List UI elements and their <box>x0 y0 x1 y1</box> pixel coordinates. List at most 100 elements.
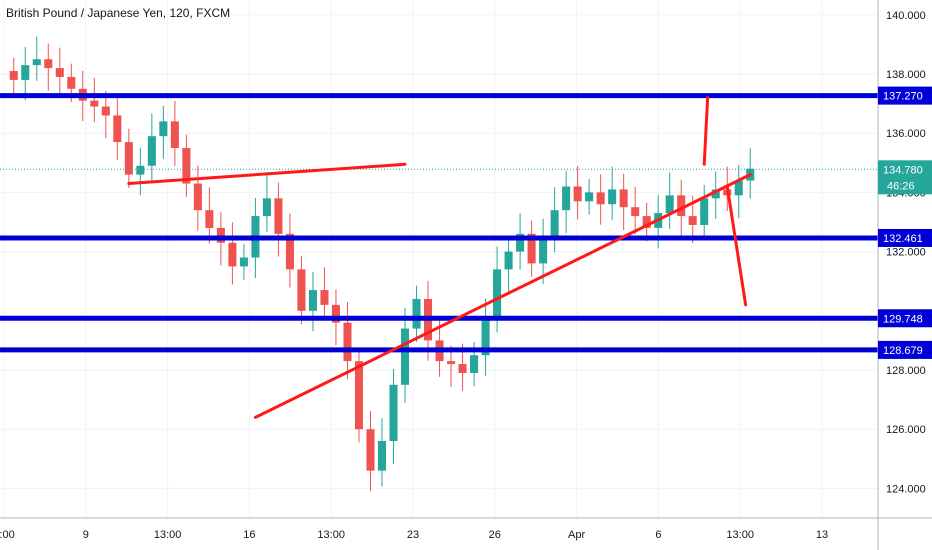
trendlines <box>127 96 752 419</box>
candle-body <box>550 210 559 237</box>
y-tick-label: 136.000 <box>886 128 926 140</box>
trendline <box>127 162 407 186</box>
candle-body <box>216 227 225 243</box>
candle-body <box>688 216 697 225</box>
level-price-label: 132.461 <box>883 233 923 245</box>
level-price-label: 128.679 <box>883 345 923 357</box>
x-tick-label: 0:00 <box>0 529 15 541</box>
candle-body <box>608 189 617 205</box>
candle-body <box>159 121 168 137</box>
candle-body <box>527 233 536 264</box>
candle-body <box>136 165 145 175</box>
candle-body <box>711 189 720 199</box>
candle-body <box>205 210 214 228</box>
x-tick-label: 13 <box>816 529 828 541</box>
time-axis[interactable]: 0:00 9 13:00 16 13:00 23 26 Apr 6 13:00 13 <box>0 529 828 541</box>
candle-body <box>343 322 352 362</box>
bar-countdown-label: 46:26 <box>887 180 915 192</box>
last-price-badge <box>878 160 932 195</box>
candle-body <box>113 115 122 143</box>
x-tick-label: 13:00 <box>726 529 754 541</box>
candle-body <box>734 180 743 196</box>
candle-body <box>389 384 398 442</box>
y-tick-label: 138.000 <box>886 69 926 81</box>
x-tick-label: 26 <box>489 529 501 541</box>
candle-body <box>274 198 283 234</box>
level-price-badge <box>878 340 932 359</box>
candle-body <box>366 429 375 471</box>
y-tick-label: 128.000 <box>886 365 926 377</box>
candle-body <box>619 189 628 208</box>
candle-body <box>124 142 133 175</box>
x-tick-label: 23 <box>407 529 419 541</box>
candle-body <box>170 121 179 148</box>
x-tick-label: 16 <box>243 529 255 541</box>
candle-body <box>377 441 387 471</box>
y-tick-label: 140.000 <box>886 10 926 22</box>
x-tick-label: 13:00 <box>317 529 345 541</box>
x-tick-label: Apr <box>568 529 585 541</box>
candle-body <box>67 76 76 89</box>
candle-body <box>470 355 479 373</box>
candle-body <box>400 328 410 385</box>
level-price-badge <box>878 228 932 247</box>
candle-body <box>665 195 674 214</box>
candle-body <box>90 100 99 107</box>
candle-body <box>193 183 202 211</box>
candle-body <box>539 236 548 264</box>
candle-body <box>700 198 709 225</box>
candle-body <box>239 257 248 267</box>
candle-body <box>9 71 18 80</box>
price-axis[interactable]: 140.000138.000136.000134.000132.000128.0… <box>886 10 926 496</box>
x-tick-label: 13:00 <box>154 529 182 541</box>
candle-body <box>504 251 513 270</box>
candle-body <box>573 186 582 202</box>
level-price-label: 129.748 <box>883 313 923 325</box>
candle-body <box>262 198 271 217</box>
candle-body <box>585 192 594 202</box>
trendline <box>702 96 710 166</box>
level-price-badge <box>878 86 932 105</box>
candle-body <box>596 192 605 205</box>
candle-body <box>677 195 686 217</box>
y-tick-label: 126.000 <box>886 424 926 436</box>
candle-body <box>354 361 364 430</box>
level-price-badge <box>878 309 932 328</box>
candle-body <box>631 207 640 217</box>
candle-body <box>642 216 651 228</box>
y-tick-label: 132.000 <box>886 247 926 259</box>
candle-body <box>228 242 237 267</box>
candle-body <box>21 65 30 80</box>
candle-body <box>147 136 156 166</box>
candle-body <box>308 290 317 311</box>
candle-body <box>331 304 340 323</box>
candle-body <box>493 269 502 317</box>
candle-body <box>320 290 329 305</box>
trendline <box>253 173 752 419</box>
x-tick-label: 6 <box>655 529 661 541</box>
price-badges: 137.270 132.461 129.748 128.679 134.780 46:26 <box>878 86 932 359</box>
candle-body <box>516 233 525 252</box>
candle-body <box>32 59 41 66</box>
candle-body <box>44 59 53 69</box>
level-price-label: 137.270 <box>883 91 923 103</box>
trendline <box>725 184 748 307</box>
candle-body <box>447 361 456 365</box>
horizontal-levels <box>0 93 878 353</box>
grid <box>0 0 878 518</box>
y-tick-label: 124.000 <box>886 483 926 495</box>
chart-title: British Pound / Japanese Yen, 120, FXCM <box>6 6 231 20</box>
candle-body <box>182 148 191 184</box>
candles <box>9 36 755 492</box>
candle-body <box>55 68 64 77</box>
candle-body <box>481 316 490 356</box>
candle-body <box>285 233 294 270</box>
x-tick-label: 9 <box>83 529 89 541</box>
candle-body <box>297 269 306 311</box>
candle-body <box>458 364 467 373</box>
candle-body <box>562 186 571 211</box>
last-price-label: 134.780 <box>883 164 923 176</box>
candle-body <box>101 106 110 116</box>
candle-body <box>412 298 421 329</box>
